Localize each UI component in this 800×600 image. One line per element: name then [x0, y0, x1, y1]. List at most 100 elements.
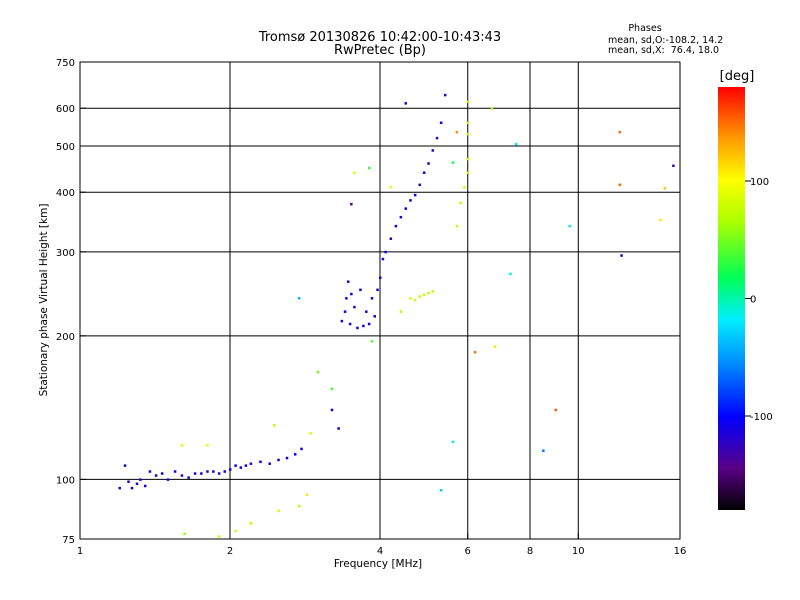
- y-tick-label: 500: [56, 142, 75, 153]
- echo-point: [404, 207, 407, 210]
- x-tick-label: 2: [227, 546, 233, 557]
- echo-point: [439, 489, 443, 492]
- echo-point: [348, 322, 352, 326]
- echo-point: [466, 132, 470, 136]
- echo-point: [404, 102, 407, 105]
- echo-point: [379, 276, 382, 280]
- echo-point: [154, 474, 158, 477]
- echo-point: [330, 387, 334, 391]
- echo-point: [422, 171, 426, 174]
- echo-point: [399, 215, 403, 219]
- echo-point: [466, 121, 470, 125]
- echo-point: [427, 162, 430, 165]
- y-tick-label: 200: [56, 332, 75, 343]
- echo-point: [381, 257, 385, 261]
- colorbar-tick-label: 100: [750, 177, 769, 188]
- echo-point: [217, 535, 221, 538]
- echo-point: [350, 202, 353, 206]
- echo-point: [268, 462, 271, 465]
- echo-point: [293, 453, 297, 456]
- echo-point: [515, 142, 518, 146]
- x-tick-label: 4: [377, 546, 383, 557]
- echo-point: [365, 310, 368, 313]
- echo-point: [139, 478, 142, 481]
- colorbar-tick-label: 0: [750, 295, 756, 306]
- echo-point: [413, 298, 417, 302]
- y-tick-label: 75: [62, 535, 75, 546]
- echo-point: [659, 218, 662, 222]
- echo-point: [272, 424, 276, 427]
- echo-point: [180, 444, 184, 447]
- echo-point: [413, 193, 417, 197]
- echo-point: [394, 224, 398, 228]
- echo-point: [418, 295, 421, 298]
- phase-stats-o-line: mean, sd,O:-108.2, 14.2: [608, 35, 723, 46]
- echo-point: [431, 149, 435, 152]
- phase-stats-heading: Phases: [628, 23, 661, 34]
- echo-point: [343, 310, 347, 313]
- phase-stats-x-line: mean, sd,X: 76.4, 18.0: [608, 45, 719, 56]
- echo-point: [148, 470, 152, 473]
- echo-point: [118, 486, 121, 490]
- y-axis-label: Stationary phase Virtual Height [km]: [38, 204, 50, 397]
- echo-point: [353, 305, 356, 309]
- echo-point: [473, 350, 477, 354]
- echo-point: [166, 478, 170, 481]
- echo-point: [249, 462, 253, 465]
- echo-point: [455, 130, 459, 134]
- echo-point: [160, 472, 164, 475]
- echo-point: [439, 121, 443, 125]
- echo-point: [370, 340, 374, 343]
- echo-point: [443, 93, 447, 97]
- colorbar-label: [deg]: [720, 69, 755, 84]
- x-tick-label: 10: [572, 546, 585, 557]
- echo-point: [356, 326, 359, 330]
- echo-point: [451, 440, 455, 444]
- echo-point: [618, 183, 622, 187]
- echo-point: [367, 322, 371, 326]
- echo-point: [493, 345, 497, 348]
- echo-point: [249, 522, 253, 525]
- echo-point: [200, 472, 203, 475]
- echo-point: [206, 444, 209, 447]
- echo-point: [193, 472, 197, 475]
- echo-point: [409, 297, 412, 300]
- echo-point: [376, 288, 379, 292]
- x-axis-label: Frequency [MHz]: [334, 558, 422, 570]
- echo-point: [455, 224, 459, 228]
- echo-point: [362, 324, 365, 328]
- x-tick-label: 16: [674, 546, 687, 557]
- echo-point: [305, 493, 309, 496]
- echo-point: [234, 464, 237, 467]
- echo-point: [509, 272, 512, 276]
- echo-point: [316, 370, 320, 374]
- echo-point: [367, 166, 371, 170]
- echo-point: [297, 504, 301, 508]
- echo-point: [300, 447, 303, 451]
- echo-point: [130, 486, 134, 490]
- grid-lines: [80, 62, 680, 539]
- echo-point: [309, 432, 312, 435]
- echo-point: [143, 484, 147, 488]
- echo-point: [399, 310, 403, 313]
- echo-point: [330, 408, 334, 412]
- y-tick-label: 600: [56, 104, 75, 115]
- echo-point: [370, 297, 374, 300]
- x-axis-ticks: 1 2 4 6 8 10 16: [77, 533, 687, 557]
- echo-point: [127, 480, 130, 483]
- echo-point: [490, 107, 494, 110]
- y-tick-label: 100: [56, 475, 75, 486]
- echo-point: [277, 509, 280, 513]
- echo-point: [384, 250, 387, 254]
- echo-point: [239, 466, 243, 469]
- x-tick-label: 1: [77, 546, 83, 557]
- echo-point: [229, 468, 232, 471]
- echo-point: [244, 464, 248, 467]
- echo-point: [435, 136, 439, 140]
- colorbar-tick-label: -100: [750, 412, 773, 423]
- echo-point: [466, 157, 470, 161]
- echo-point: [223, 470, 227, 473]
- echo-point: [173, 470, 177, 473]
- echo-point: [346, 280, 350, 283]
